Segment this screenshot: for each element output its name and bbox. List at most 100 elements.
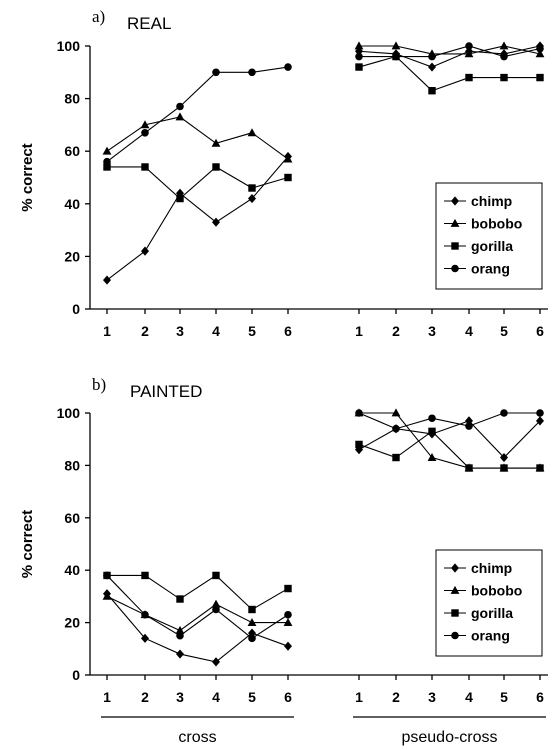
data-point: [354, 41, 364, 50]
x-tick-label: 3: [428, 689, 436, 705]
data-point: [212, 68, 220, 77]
data-point: [500, 73, 508, 82]
x-tick-label: 2: [141, 323, 149, 339]
data-point: [284, 641, 292, 651]
data-point: [103, 275, 111, 285]
y-tick-label: 100: [57, 405, 81, 421]
x-tick-label: 2: [141, 689, 149, 705]
x-tick-label: 4: [212, 323, 220, 339]
x-tick-label: 5: [248, 323, 256, 339]
series-line: [106, 593, 289, 663]
data-point: [141, 246, 149, 256]
legend-marker: [450, 585, 460, 594]
data-point: [536, 409, 544, 417]
data-point: [500, 452, 508, 463]
series-line: [107, 166, 289, 200]
data-point: [102, 146, 112, 155]
data-point: [141, 610, 149, 619]
series-line: [106, 595, 288, 632]
data-point: [536, 416, 544, 426]
data-point: [535, 49, 545, 58]
legend-label: chimp: [471, 560, 512, 576]
group-label: cross: [178, 729, 216, 746]
x-tick-label: 4: [465, 323, 473, 339]
x-tick-label: 4: [465, 689, 473, 705]
data-point: [500, 409, 508, 417]
data-point: [212, 657, 220, 667]
x-tick-label: 6: [536, 689, 544, 705]
legend-marker: [451, 264, 459, 273]
data-point: [248, 184, 256, 192]
legend-marker: [451, 631, 459, 640]
series-line: [358, 55, 540, 92]
data-point: [284, 63, 292, 71]
data-point: [355, 440, 363, 449]
legend-marker: [451, 242, 459, 250]
series-line: [359, 412, 540, 469]
x-tick-label: 2: [392, 323, 400, 339]
x-tick-label: 5: [248, 689, 256, 705]
data-point: [248, 634, 256, 643]
x-tick-label: 2: [392, 689, 400, 705]
legend-marker: [450, 218, 460, 227]
series-line: [358, 412, 540, 430]
data-point: [284, 173, 292, 182]
series-line: [107, 574, 289, 611]
x-tick-label: 1: [103, 689, 111, 705]
data-point: [176, 649, 184, 659]
y-tick-label: 20: [64, 615, 80, 631]
data-point: [176, 194, 184, 203]
data-point: [212, 217, 220, 227]
data-point: [536, 44, 544, 53]
data-point: [211, 138, 221, 147]
data-point: [103, 157, 111, 166]
data-point: [283, 154, 293, 163]
panel-title: REAL: [127, 14, 171, 33]
data-point: [427, 452, 437, 461]
data-point: [536, 73, 544, 82]
data-point: [391, 41, 401, 50]
x-tick-label: 6: [536, 323, 544, 339]
legend-marker: [451, 563, 459, 573]
series-line: [358, 430, 540, 469]
data-point: [284, 610, 292, 619]
series-line: [358, 420, 541, 459]
data-point: [176, 595, 184, 603]
y-axis-label: % correct: [19, 143, 36, 211]
data-point: [428, 87, 436, 95]
data-point: [247, 128, 257, 137]
x-tick-label: 3: [428, 323, 436, 339]
data-point: [465, 422, 473, 430]
data-point: [465, 416, 473, 426]
x-tick-label: 5: [500, 323, 508, 339]
data-point: [212, 605, 220, 614]
data-point: [428, 414, 436, 423]
legend-label: orang: [471, 628, 510, 644]
data-point: [103, 163, 111, 171]
data-point: [284, 584, 292, 593]
series-gorilla: [103, 52, 544, 203]
y-tick-label: 20: [64, 248, 80, 264]
series-line: [106, 66, 289, 163]
series-line: [106, 575, 289, 639]
data-point: [465, 73, 473, 82]
y-tick-label: 100: [57, 38, 81, 54]
x-tick-label: 1: [355, 323, 363, 339]
y-tick-label: 0: [72, 667, 80, 683]
series-line: [358, 45, 541, 68]
data-point: [428, 427, 436, 436]
data-point: [141, 128, 149, 137]
data-point: [536, 464, 544, 472]
x-tick-label: 6: [284, 323, 292, 339]
data-point: [428, 52, 436, 61]
x-tick-label: 6: [284, 689, 292, 705]
series-line: [106, 116, 289, 160]
data-point: [141, 633, 149, 643]
series-line: [106, 156, 289, 281]
data-point: [499, 41, 509, 50]
series-line: [359, 45, 541, 58]
y-tick-label: 80: [64, 457, 80, 473]
y-tick-label: 60: [64, 510, 80, 526]
data-point: [428, 62, 436, 72]
